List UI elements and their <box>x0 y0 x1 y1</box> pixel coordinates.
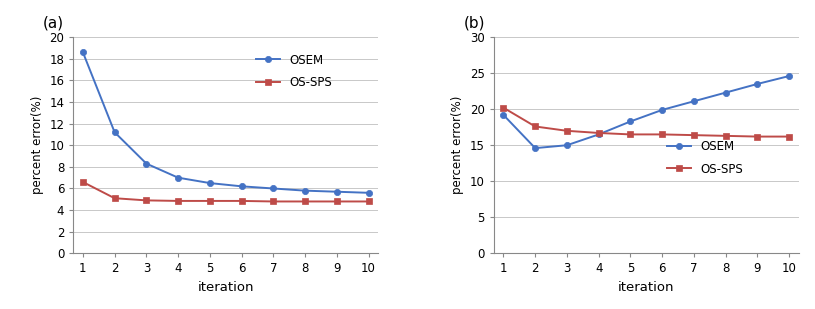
OSEM <box>174 176 183 180</box>
OSEM <box>752 82 762 86</box>
OS-SPS <box>236 199 246 203</box>
OS-SPS <box>531 125 540 128</box>
OS-SPS <box>784 135 794 138</box>
OS-SPS <box>174 199 183 203</box>
OSEM <box>499 113 509 117</box>
OSEM <box>142 162 152 165</box>
OSEM <box>110 130 120 134</box>
OSEM <box>784 74 794 78</box>
Text: (b): (b) <box>464 15 485 31</box>
Y-axis label: percent error(%): percent error(%) <box>31 96 44 194</box>
OS-SPS <box>752 135 762 138</box>
OS-SPS <box>332 200 341 203</box>
OS-SPS <box>720 134 730 138</box>
OS-SPS <box>562 129 572 133</box>
OSEM <box>236 184 246 188</box>
OS-SPS <box>142 198 152 202</box>
OS-SPS <box>499 106 509 110</box>
OS-SPS <box>205 199 214 203</box>
Legend: OSEM, OS-SPS: OSEM, OS-SPS <box>256 54 332 89</box>
OS-SPS <box>78 180 88 184</box>
Line: OS-SPS: OS-SPS <box>500 105 792 140</box>
Y-axis label: percent error(%): percent error(%) <box>452 96 465 194</box>
Legend: OSEM, OS-SPS: OSEM, OS-SPS <box>667 140 743 176</box>
OSEM <box>626 120 636 123</box>
Line: OSEM: OSEM <box>80 49 372 196</box>
OS-SPS <box>268 200 278 203</box>
OSEM <box>332 190 341 193</box>
Text: (a): (a) <box>43 15 64 31</box>
Line: OS-SPS: OS-SPS <box>80 179 372 205</box>
OS-SPS <box>363 200 373 203</box>
OSEM <box>268 187 278 190</box>
OS-SPS <box>626 133 636 136</box>
OSEM <box>689 99 698 103</box>
OSEM <box>531 146 540 150</box>
OSEM <box>720 91 730 95</box>
OSEM <box>562 143 572 147</box>
Line: OSEM: OSEM <box>500 73 792 151</box>
OS-SPS <box>110 197 120 200</box>
X-axis label: iteration: iteration <box>197 281 254 294</box>
OSEM <box>205 181 214 185</box>
OS-SPS <box>300 200 310 203</box>
OSEM <box>300 189 310 193</box>
OSEM <box>658 108 667 112</box>
OS-SPS <box>689 133 698 137</box>
X-axis label: iteration: iteration <box>618 281 675 294</box>
OSEM <box>363 191 373 195</box>
OSEM <box>78 50 88 54</box>
OSEM <box>594 133 604 136</box>
OS-SPS <box>658 133 667 136</box>
OS-SPS <box>594 131 604 135</box>
